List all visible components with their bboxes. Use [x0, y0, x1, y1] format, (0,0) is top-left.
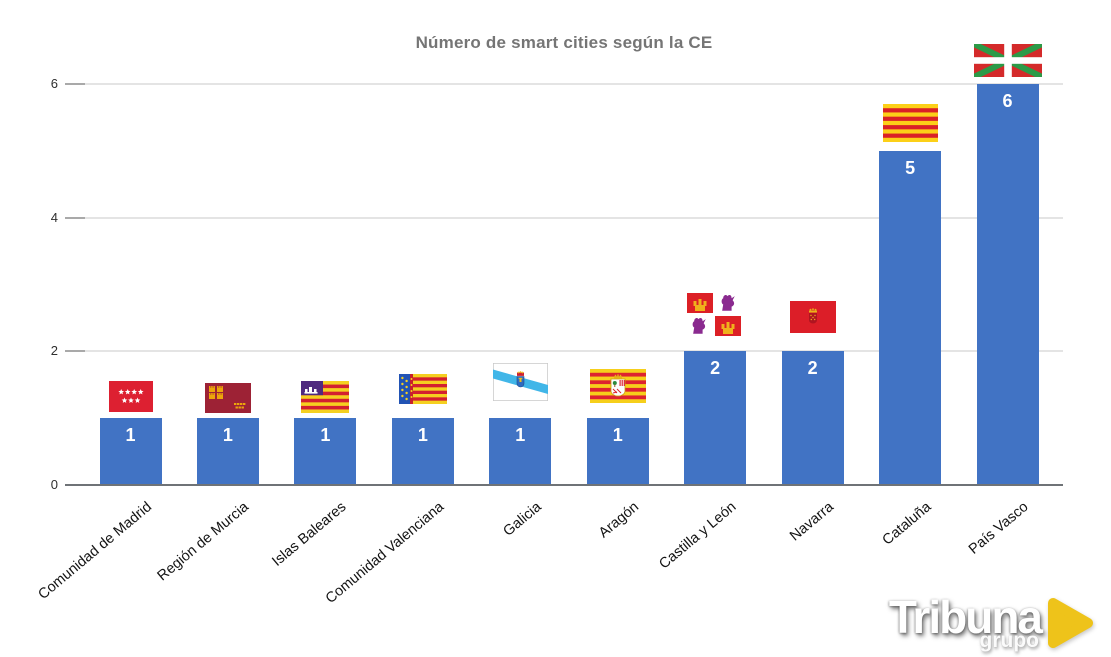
- x-axis-line: [65, 484, 1063, 486]
- play-triangle-icon: [1048, 597, 1093, 648]
- bar: 1: [294, 418, 357, 485]
- gridline-tick: [65, 350, 85, 353]
- bar: 1: [586, 418, 649, 485]
- bar: 6: [976, 84, 1039, 485]
- x-axis-label: Aragón: [595, 499, 643, 542]
- bar-value-label: 1: [320, 425, 331, 446]
- gridline: [65, 216, 1063, 219]
- bar: 1: [196, 418, 259, 485]
- bar: 2: [781, 351, 844, 485]
- gridline-tick: [65, 83, 85, 86]
- chart-title: Número de smart cities según la CE: [415, 33, 713, 52]
- y-axis-tick-label: 2: [50, 343, 58, 359]
- x-axis-label: Cataluña: [879, 499, 935, 549]
- bar: 5: [879, 150, 942, 485]
- x-axis-label: Navarra: [787, 499, 837, 545]
- flag-galicia-icon: [492, 362, 549, 402]
- gridline: [65, 350, 1063, 353]
- bar: 1: [391, 418, 454, 485]
- bar-value-label: 2: [807, 358, 818, 379]
- tribuna-grupo-logo: Tribuna grupo: [889, 594, 1095, 651]
- bar-value-label: 1: [222, 425, 233, 446]
- bar: 2: [684, 351, 747, 485]
- logo-main-text: Tribuna: [888, 591, 1043, 643]
- x-axis-label: Islas Baleares: [269, 499, 350, 570]
- bar-value-label: 1: [515, 425, 526, 446]
- bar: 1: [489, 418, 552, 485]
- flag-navarra-icon: [789, 301, 836, 334]
- flag-baleares-icon: [301, 381, 350, 414]
- gridline: [65, 83, 1063, 86]
- x-axis-label: Comunidad de Madrid: [35, 499, 155, 603]
- bar-value-label: 1: [125, 425, 136, 446]
- bar: 1: [99, 418, 162, 485]
- flag-pais-vasco-icon: [972, 41, 1043, 80]
- logo-sub-text: grupo: [979, 629, 1039, 652]
- bar-value-label: 2: [710, 358, 721, 379]
- x-axis-label: Galicia: [500, 499, 545, 540]
- logo-text: Tribuna grupo: [888, 591, 1043, 652]
- flag-cataluna-icon: [882, 103, 938, 142]
- y-axis-tick-label: 0: [50, 477, 58, 492]
- x-axis-label: Región de Murcia: [154, 499, 253, 585]
- flag-murcia-icon: [204, 383, 251, 414]
- flag-castilla-leon-icon: [685, 293, 746, 339]
- bar-value-label: 1: [417, 425, 428, 446]
- x-axis-label: Castilla y León: [656, 499, 740, 573]
- bar-value-label: 5: [905, 157, 916, 178]
- flag-madrid-icon: [108, 381, 153, 413]
- flag-aragon-icon: [589, 369, 646, 404]
- bar-value-label: 6: [1002, 91, 1013, 112]
- x-axis-label: País Vasco: [966, 499, 1032, 558]
- gridline-tick: [65, 216, 85, 219]
- y-axis-tick-label: 4: [50, 209, 58, 225]
- flag-valenciana-icon: [398, 374, 447, 405]
- bar-value-label: 1: [612, 425, 623, 446]
- y-axis-tick-label: 6: [50, 76, 58, 92]
